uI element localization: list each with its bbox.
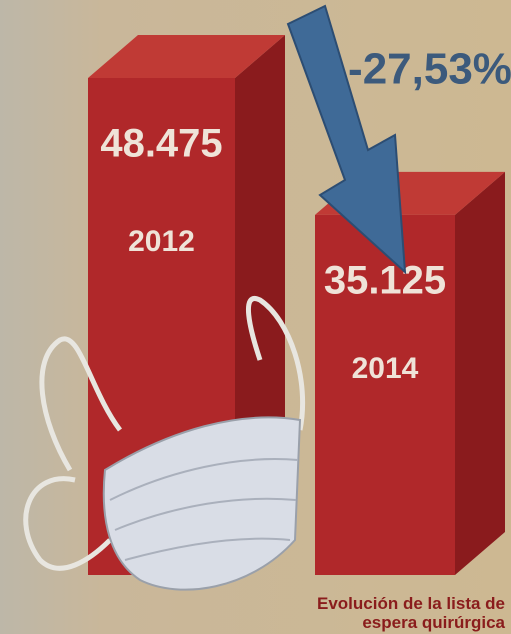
face-mask (23, 296, 306, 591)
category-label: 2014 (352, 352, 419, 385)
caption: Evolución de la lista de espera quirúrgi… (317, 594, 505, 632)
bar (315, 214, 455, 575)
category-label: 2012 (128, 225, 195, 258)
mask-strap (39, 336, 123, 472)
change-annotation: -27,53% (348, 45, 511, 94)
trend-arrow (286, 4, 407, 275)
mask-strap (245, 296, 306, 431)
mask-strap (23, 476, 112, 571)
bar-top (88, 35, 285, 78)
value-label: 35.125 (324, 258, 446, 302)
mask-fold (109, 458, 299, 561)
value-label: 48.475 (100, 122, 222, 166)
bar-side (455, 171, 505, 575)
